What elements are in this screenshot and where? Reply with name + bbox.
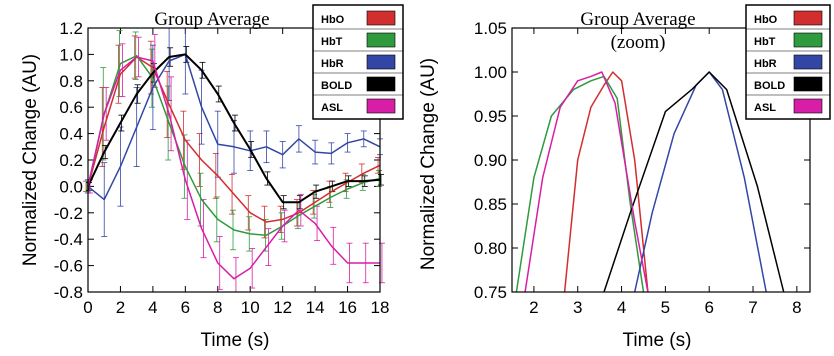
x-tick-label: 8 [792, 298, 801, 317]
series-line-hbt [515, 75, 645, 293]
y-tick-label: 0.0 [59, 177, 83, 196]
x-tick-label: 18 [371, 298, 390, 317]
legend-swatch-hbo [793, 10, 823, 26]
y-tick-label: 0.75 [474, 283, 507, 302]
legend-label: HbR [321, 58, 344, 70]
series-line-bold [87, 53, 381, 204]
chart-title: Group Average [580, 9, 695, 30]
y-tick-label: 1.05 [474, 19, 507, 38]
plot-frame [87, 27, 381, 293]
legend-swatch-hbr [366, 54, 396, 70]
y-tick-label: 1.2 [59, 19, 83, 38]
series-lines [515, 71, 785, 293]
legend-swatch-bold [793, 76, 823, 92]
x-tick-label: 4 [617, 298, 626, 317]
y-tick-label: 0.95 [474, 107, 507, 126]
legend-label: BOLD [754, 80, 785, 92]
y-tick-label: 1.0 [59, 45, 83, 64]
x-tick-label: 4 [148, 298, 157, 317]
legend: HbO HbT HbR BOLD ASL [312, 4, 404, 120]
legend-label: HbO [321, 14, 345, 26]
x-tick-label: 5 [661, 298, 670, 317]
error-bars [83, 27, 385, 293]
x-tick-label: 12 [273, 298, 292, 317]
y-tick-label: 0.80 [474, 239, 507, 258]
x-tick-label: 7 [748, 298, 757, 317]
y-tick-label: -0.8 [54, 283, 83, 302]
plot-frame [511, 27, 811, 293]
series-line-asl [87, 56, 380, 280]
series-line-hbr [87, 53, 381, 201]
y-tick-label: 1.00 [474, 63, 507, 82]
x-tick-label: 6 [181, 298, 190, 317]
series-line-hbt [87, 54, 381, 236]
legend-label: HbR [754, 58, 777, 70]
x-axis-label: Time (s) [623, 330, 692, 351]
y-tick-label: 0.8 [59, 72, 83, 91]
legend-label: HbT [754, 36, 776, 48]
y-tick-label: 0.6 [59, 98, 83, 117]
chart-group-average: Normalized Change (AU) Time (s) Group Av… [20, 4, 404, 351]
x-tick-label: 2 [116, 298, 125, 317]
chart-title: Group Average [154, 9, 269, 30]
series-lines [87, 53, 381, 280]
legend-label: ASL [754, 102, 776, 114]
x-tick-label: 3 [573, 298, 582, 317]
legend-swatch-asl [793, 98, 823, 114]
y-tick-label: -0.6 [54, 257, 83, 276]
series-line-bold [603, 71, 785, 293]
legend-label: HbT [321, 36, 343, 48]
y-axis-label: Normalized Change (AU) [418, 58, 439, 270]
legend: HbO HbT HbR BOLD ASL [745, 4, 831, 120]
legend-swatch-asl [366, 98, 396, 114]
series-line-hbo [563, 71, 649, 293]
legend-swatch-hbr [793, 54, 823, 70]
axis-ticks: 2 3 4 5 6 7 8 0.75 0.80 0.85 0.90 0.95 1.00 1.05 [474, 19, 810, 317]
series-line-asl [524, 71, 649, 293]
y-tick-label: 0.2 [59, 151, 83, 170]
x-axis-label: Time (s) [201, 330, 270, 351]
legend-label: BOLD [321, 80, 352, 92]
legend-swatch-hbt [793, 32, 823, 48]
axis-ticks: 0 2 4 6 8 10 12 14 16 18 -0.8 -0.6 -0.4 -0.2 0.0 0.2 0.4… [54, 19, 390, 317]
y-tick-label: 0.4 [59, 125, 83, 144]
x-tick-label: 2 [529, 298, 538, 317]
x-tick-label: 6 [704, 298, 713, 317]
chart-subtitle: (zoom) [611, 32, 666, 53]
y-tick-label: -0.4 [54, 230, 83, 249]
chart-group-average-zoom: Normalized Change (AU) Time (s) Group Av… [418, 4, 831, 351]
x-tick-label: 8 [213, 298, 222, 317]
legend-label: ASL [321, 102, 343, 114]
legend-swatch-hbo [366, 10, 396, 26]
legend-swatch-bold [366, 76, 396, 92]
y-tick-label: -0.2 [54, 204, 83, 223]
x-tick-label: 0 [83, 298, 92, 317]
legend-swatch-hbt [366, 32, 396, 48]
y-axis-label: Normalized Change (AU) [20, 54, 41, 266]
x-tick-label: 16 [338, 298, 357, 317]
x-tick-label: 14 [306, 298, 325, 317]
y-tick-label: 0.85 [474, 195, 507, 214]
y-tick-label: 0.90 [474, 151, 507, 170]
legend-label: HbO [754, 14, 778, 26]
x-tick-label: 10 [241, 298, 260, 317]
